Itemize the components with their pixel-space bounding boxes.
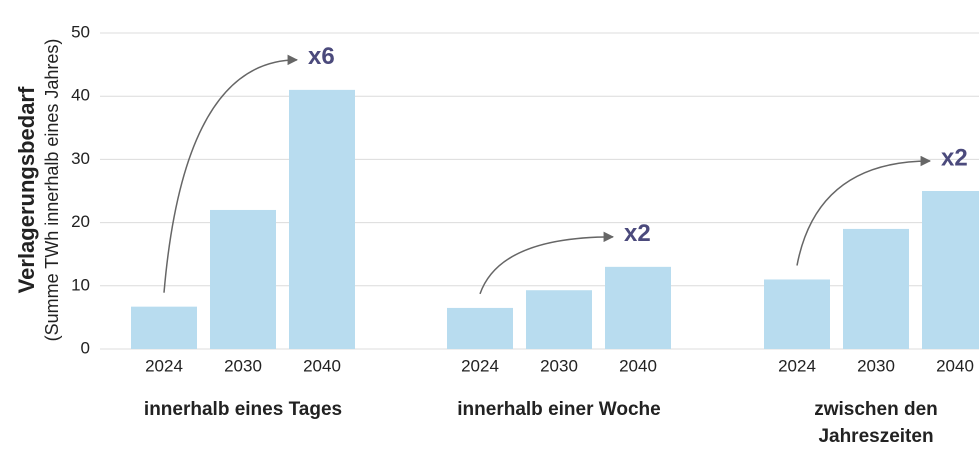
- x-tick-label: 2024: [145, 356, 183, 375]
- growth-annotation: x2: [624, 220, 651, 247]
- growth-arrow: [796, 155, 932, 266]
- group-label: innerhalb einer Woche: [457, 399, 660, 420]
- y-tick-label: 0: [81, 338, 90, 357]
- bar: [131, 306, 197, 349]
- y-tick-label: 40: [71, 86, 90, 105]
- x-tick-label: 2024: [778, 356, 816, 375]
- bar: [289, 89, 355, 349]
- bar: [210, 209, 276, 349]
- growth-arrow: [479, 231, 615, 295]
- y-axis-title: Verlagerungsbedarf: [14, 86, 39, 293]
- x-tick-label: 2030: [540, 356, 578, 375]
- growth-arrow: [163, 54, 299, 293]
- x-tick-label: 2024: [461, 356, 499, 375]
- y-tick-label: 10: [71, 275, 90, 294]
- x-tick-label: 2040: [619, 356, 657, 375]
- bar: [605, 266, 671, 349]
- y-axis-subtitle: (Summe TWh innerhalb eines Jahres): [42, 39, 62, 342]
- group-label: innerhalb eines Tages: [144, 399, 342, 420]
- x-tick-label: 2030: [857, 356, 895, 375]
- bar: [843, 228, 909, 349]
- growth-annotation: x2: [941, 144, 968, 171]
- bar: [922, 191, 979, 349]
- x-tick-label: 2030: [224, 356, 262, 375]
- bar: [526, 290, 592, 349]
- x-tick-label: 2040: [936, 356, 974, 375]
- x-tick-label: 2040: [303, 356, 341, 375]
- bar: [447, 307, 513, 349]
- bar: [764, 279, 830, 349]
- growth-annotation: x6: [308, 43, 335, 70]
- group-label: zwischen den: [814, 399, 938, 420]
- group-label: Jahreszeiten: [818, 426, 933, 447]
- y-tick-label: 20: [71, 212, 90, 231]
- y-tick-label: 50: [71, 22, 90, 41]
- y-tick-label: 30: [71, 149, 90, 168]
